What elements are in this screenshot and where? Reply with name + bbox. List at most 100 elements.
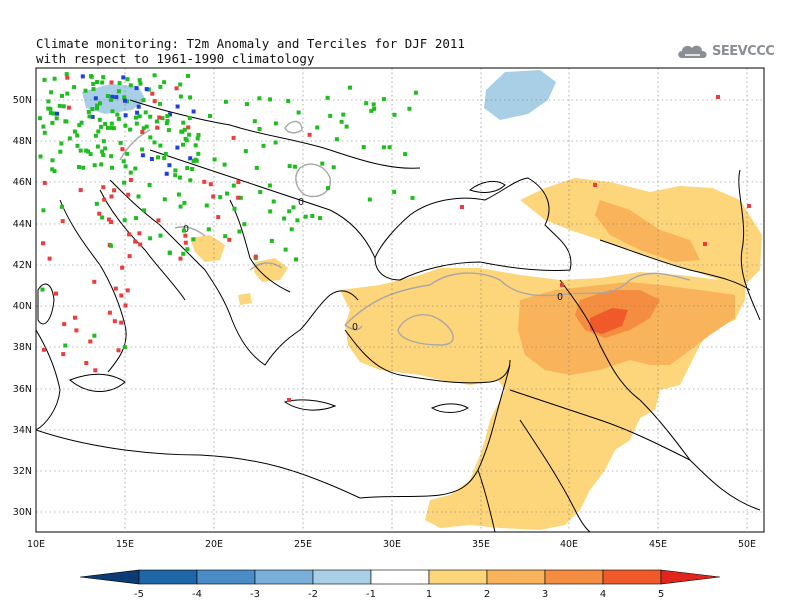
station-marker — [72, 129, 77, 134]
station-marker — [109, 220, 114, 225]
station-marker — [157, 115, 162, 120]
station-marker — [117, 81, 122, 86]
station-marker — [152, 99, 157, 104]
station-marker — [138, 81, 143, 86]
station-marker — [40, 287, 45, 292]
station-marker — [156, 155, 160, 160]
station-marker — [188, 178, 193, 183]
coastline-black-sea — [374, 177, 572, 281]
contour-line — [284, 120, 303, 134]
station-marker — [182, 127, 187, 132]
station-marker — [109, 97, 114, 102]
station-marker — [174, 86, 179, 91]
coastline-azov — [468, 180, 506, 193]
colorbar-low-arrow — [79, 569, 140, 585]
station-marker — [91, 82, 96, 86]
station-marker — [90, 107, 95, 111]
station-marker — [136, 104, 141, 109]
station-marker — [191, 237, 196, 242]
station-marker — [101, 153, 106, 157]
coastline-italy-east — [99, 189, 186, 301]
station-marker — [74, 328, 79, 333]
colorbar-label: 5 — [658, 589, 664, 600]
station-marker — [257, 127, 262, 131]
station-marker — [42, 130, 47, 135]
station-marker — [134, 115, 138, 120]
station-marker — [140, 153, 145, 158]
station-marker — [98, 101, 102, 106]
station-marker — [289, 227, 294, 232]
station-marker — [93, 133, 98, 138]
station-marker — [225, 191, 229, 196]
station-marker — [295, 218, 300, 223]
station-marker — [50, 167, 55, 172]
coastline-egypt — [36, 429, 361, 499]
station-marker — [134, 216, 138, 221]
coastline-adriatic-east — [109, 179, 233, 321]
coastline-turkey-south — [344, 329, 511, 384]
colorbar-label: -2 — [308, 589, 318, 600]
station-marker — [47, 256, 52, 261]
station-marker — [103, 122, 108, 126]
station-marker — [92, 163, 97, 168]
station-marker — [326, 186, 330, 191]
station-marker — [187, 132, 192, 137]
station-marker — [128, 127, 133, 132]
station-marker — [148, 135, 153, 140]
station-marker — [163, 152, 168, 156]
border-line — [149, 149, 376, 259]
station-marker — [152, 140, 157, 145]
map-title: Climate monitoring: T2m Anomaly and Terc… — [36, 36, 465, 66]
station-marker — [361, 145, 366, 149]
station-marker — [175, 104, 180, 109]
station-marker — [287, 164, 292, 169]
station-marker — [114, 95, 119, 100]
station-marker — [42, 180, 47, 185]
station-marker — [267, 183, 272, 188]
coastline-crete — [283, 399, 337, 411]
station-marker — [177, 175, 182, 180]
station-marker — [128, 170, 133, 175]
coastline-greece — [231, 290, 359, 366]
station-marker — [66, 105, 71, 110]
station-marker — [112, 319, 117, 324]
contour-line — [559, 272, 691, 296]
station-marker — [291, 205, 296, 210]
station-marker — [182, 228, 186, 233]
contour-label: 0 — [352, 322, 358, 333]
station-marker — [307, 132, 312, 137]
station-marker — [216, 215, 221, 220]
station-marker — [109, 194, 114, 199]
station-marker — [96, 129, 101, 134]
coastline-sardinia — [37, 283, 55, 325]
station-marker — [52, 76, 57, 81]
station-marker — [133, 239, 138, 244]
station-marker — [334, 137, 339, 142]
station-marker — [113, 286, 118, 291]
station-marker — [381, 145, 386, 150]
contour-label: 0 — [183, 224, 189, 235]
colorbar-bin — [254, 569, 314, 585]
station-marker — [208, 182, 213, 187]
station-marker — [73, 315, 77, 320]
coastlines-and-borders — [36, 99, 761, 532]
station-marker — [183, 240, 188, 245]
station-marker — [146, 87, 151, 92]
colorbar-bin — [602, 569, 662, 585]
anomaly-shading — [82, 70, 762, 530]
station-marker — [173, 173, 178, 178]
station-marker — [41, 241, 45, 246]
station-marker — [185, 247, 190, 252]
y-tick-label: 40N — [13, 301, 32, 312]
station-marker — [65, 91, 70, 96]
station-marker — [48, 111, 53, 115]
y-tick-label: 30N — [13, 507, 32, 518]
station-marker — [328, 113, 333, 118]
station-marker — [348, 85, 352, 90]
station-marker — [202, 179, 207, 184]
station-marker — [100, 215, 105, 220]
station-marker — [122, 180, 127, 185]
station-marker — [238, 195, 243, 200]
station-marker — [108, 243, 113, 248]
station-marker — [65, 75, 70, 80]
